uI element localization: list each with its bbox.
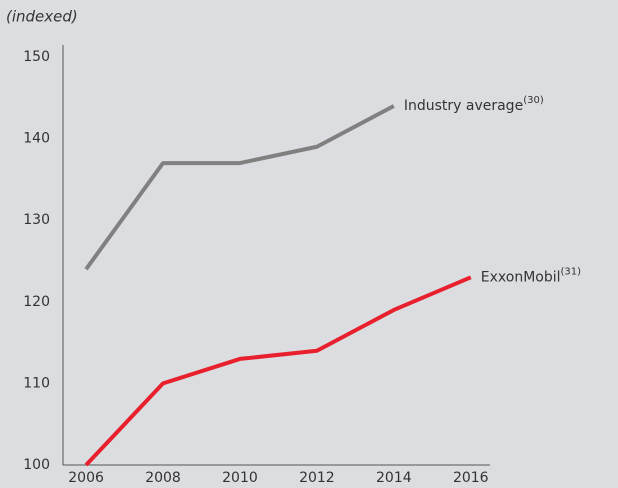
line-series [84,104,395,271]
x-tick-label: 2012 [299,470,335,486]
series-superscript: (30) [523,95,544,106]
y-tick-label: 150 [23,49,50,65]
y-tick-label: 130 [23,212,50,228]
series-name: Industry average [404,98,523,114]
y-tick-label: 140 [23,131,50,147]
chart-subtitle: (indexed) [6,8,78,26]
x-tick-label: 2016 [453,470,489,486]
x-tick-label: 2008 [145,470,181,486]
y-tick-label: 110 [23,375,50,391]
x-tick-label: 2006 [68,470,104,486]
y-tick-label: 120 [23,294,50,310]
line-series [84,275,472,467]
y-tick-label: 100 [23,457,50,473]
series-label: ExxonMobil(31) [481,266,581,285]
x-tick-label: 2014 [376,470,412,486]
series-superscript: (31) [561,266,582,277]
series-label: Industry average(30) [404,95,544,114]
x-tick-label: 2010 [222,470,258,486]
series-name: ExxonMobil [481,269,561,285]
